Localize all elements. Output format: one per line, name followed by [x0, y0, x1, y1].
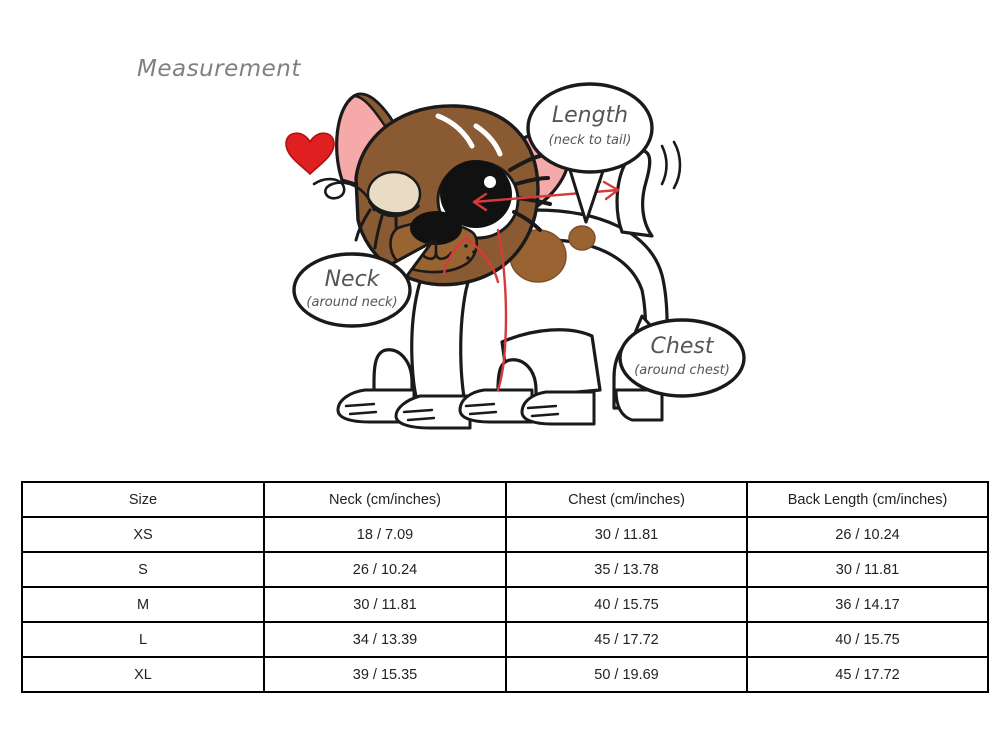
bubble-chest-title: Chest: [651, 334, 715, 359]
table-row: M 30 / 11.81 40 / 15.75 36 / 14.17: [21, 586, 989, 623]
bubble-length-title: Length: [552, 103, 628, 128]
cell-back: 40 / 15.75: [746, 621, 989, 658]
heart-icon: [285, 132, 335, 176]
size-chart-table: Size Neck (cm/inches) Chest (cm/inches) …: [21, 481, 989, 693]
dog-tail: [615, 148, 654, 238]
cell-size: XL: [21, 656, 265, 693]
bubble-neck-title: Neck: [325, 267, 381, 292]
cell-size: M: [21, 586, 265, 623]
paw-toe-lines: [344, 402, 560, 422]
table-row: S 26 / 10.24 35 / 13.78 30 / 11.81: [21, 551, 989, 588]
cell-size: L: [21, 621, 265, 658]
dog-head: [335, 92, 571, 287]
bubble-neck-subtitle: (around neck): [306, 295, 397, 310]
cell-neck: 18 / 7.09: [263, 516, 507, 553]
neck-measure-line: [442, 236, 468, 276]
cell-back: 30 / 11.81: [746, 551, 989, 588]
bubble-chest: Chest (around chest): [618, 314, 746, 398]
bubble-length: Length (neck to tail): [526, 82, 654, 224]
cell-neck: 26 / 10.24: [263, 551, 507, 588]
table-row: L 34 / 13.39 45 / 17.72 40 / 15.75: [21, 621, 989, 658]
header-neck: Neck (cm/inches): [263, 481, 507, 518]
bubble-length-subtitle: (neck to tail): [549, 133, 632, 148]
bubble-neck: Neck (around neck): [292, 240, 434, 328]
header-size: Size: [21, 481, 265, 518]
cell-chest: 40 / 15.75: [505, 586, 748, 623]
table-header-row: Size Neck (cm/inches) Chest (cm/inches) …: [21, 481, 989, 518]
cell-chest: 30 / 11.81: [505, 516, 748, 553]
table-row: XS 18 / 7.09 30 / 11.81 26 / 10.24: [21, 516, 989, 553]
header-back-length: Back Length (cm/inches): [746, 481, 989, 518]
cell-chest: 35 / 13.78: [505, 551, 748, 588]
header-chest: Chest (cm/inches): [505, 481, 748, 518]
bubble-chest-subtitle: (around chest): [634, 363, 730, 378]
cell-chest: 45 / 17.72: [505, 621, 748, 658]
chest-measure-line: [496, 228, 508, 392]
cell-size: XS: [21, 516, 265, 553]
cell-back: 36 / 14.17: [746, 586, 989, 623]
page-title: Measurement: [137, 56, 301, 82]
cell-neck: 39 / 15.35: [263, 656, 507, 693]
cell-size: S: [21, 551, 265, 588]
cell-neck: 34 / 13.39: [263, 621, 507, 658]
cell-back: 26 / 10.24: [746, 516, 989, 553]
dog-measurement-illustration: Length (neck to tail) Neck (around neck)…: [270, 60, 790, 460]
cell-chest: 50 / 19.69: [505, 656, 748, 693]
cell-neck: 30 / 11.81: [263, 586, 507, 623]
heart-squiggle: [312, 177, 376, 212]
table-row: XL 39 / 15.35 50 / 19.69 45 / 17.72: [21, 656, 989, 693]
cell-back: 45 / 17.72: [746, 656, 989, 693]
